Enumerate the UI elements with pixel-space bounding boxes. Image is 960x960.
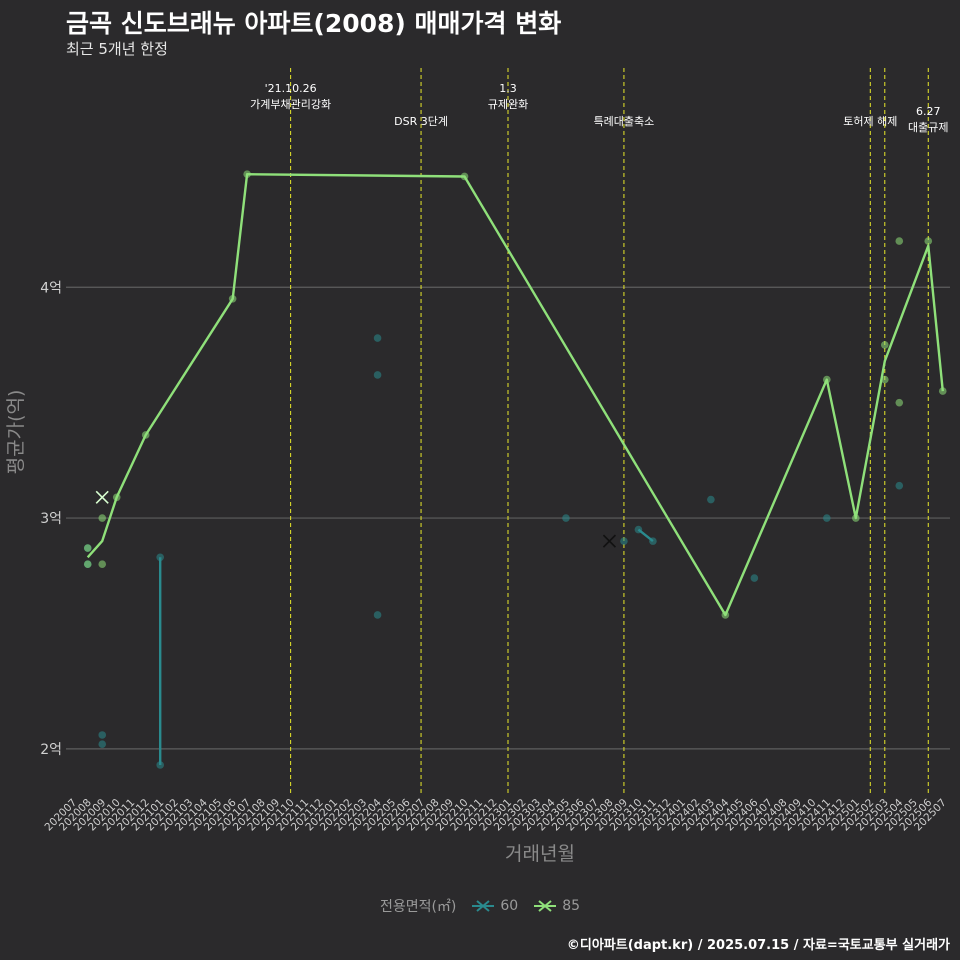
y-axis-title: 평균가(억)	[5, 390, 27, 475]
y-tick-label-2: 4억	[40, 280, 62, 296]
legend-item-60: 60	[470, 898, 518, 914]
series-85-point-10	[823, 375, 831, 384]
series-60-point-3	[98, 740, 107, 749]
y-tick-label-0: 2억	[40, 742, 62, 758]
series-85-point-3	[98, 560, 107, 569]
series-60-point-11	[634, 525, 643, 534]
x-axis-title: 거래년월	[505, 843, 575, 865]
series-85-point-11	[852, 514, 860, 522]
series-60-point-14	[750, 574, 759, 582]
series-85-point-12	[880, 341, 889, 349]
chart-title: 금곡 신도브래뉴 아파트(2008) 매매가격 변화	[66, 9, 562, 38]
series-85-point-8	[460, 172, 469, 181]
series-85-point-7	[243, 170, 251, 178]
legend-item-85: 85	[532, 898, 580, 914]
series-85-point-4	[112, 493, 121, 502]
event-label-202207: DSR 3단계	[394, 115, 448, 128]
series-60-point-4	[156, 761, 164, 769]
event-label-202301: 1.3 규제완화	[488, 82, 528, 111]
series-85-point-6	[228, 294, 237, 303]
series-60-point-10	[620, 537, 628, 545]
series-layer	[83, 170, 947, 769]
series-85-cross-marker	[95, 490, 109, 504]
series-60-point-15	[823, 514, 831, 522]
chart-subtitle: 최근 5개년 한정	[66, 40, 168, 58]
series-85-point-9	[721, 611, 730, 619]
series-85-point-1	[83, 560, 92, 569]
series-85-point-15	[895, 398, 904, 407]
legend-marker-85-icon	[534, 900, 557, 912]
legend-label-85: 85	[562, 898, 581, 914]
series-85-point-16	[924, 237, 933, 245]
event-label-202506: 6.27 대출규제	[908, 105, 948, 134]
source-caption: ©디아파트(dapt.kr) / 2025.07.15 / 자료=국토교통부 실…	[566, 938, 950, 953]
y-tick-label-1: 3억	[40, 511, 62, 527]
series-85-line-0	[86, 173, 944, 617]
series-60-point-16	[895, 481, 904, 490]
legend: 전용면적(㎡) 60 85	[0, 896, 960, 916]
series-85-point-2	[98, 514, 107, 522]
legend-marker-60-icon	[472, 900, 495, 912]
series-60-point-6	[373, 334, 382, 342]
event-label-202110: '21.10.26 가계부채관리강화	[250, 82, 331, 111]
series-60-point-2	[98, 731, 107, 739]
event-label-202309: 특례대출축소	[594, 115, 655, 128]
series-85-point-0	[83, 544, 92, 552]
series-60-point-5	[156, 553, 164, 562]
series-85-point-17	[938, 387, 947, 395]
series-60-point-7	[373, 371, 382, 379]
series-60-cross-marker	[602, 534, 617, 548]
series-60-point-12	[649, 537, 657, 545]
series-85-point-13	[880, 375, 889, 384]
series-60-point-13	[707, 495, 715, 504]
legend-title: 전용면적(㎡)	[379, 899, 457, 915]
series-85-point-14	[895, 237, 904, 245]
series-85-point-5	[141, 431, 150, 439]
series-60-point-9	[562, 514, 570, 522]
axes: 2억3억4억2020072020082020092020102020112020…	[5, 280, 949, 865]
legend-label-60: 60	[500, 898, 519, 914]
event-label-202502: 토허제 해제	[843, 114, 897, 128]
series-60-point-8	[373, 611, 382, 619]
